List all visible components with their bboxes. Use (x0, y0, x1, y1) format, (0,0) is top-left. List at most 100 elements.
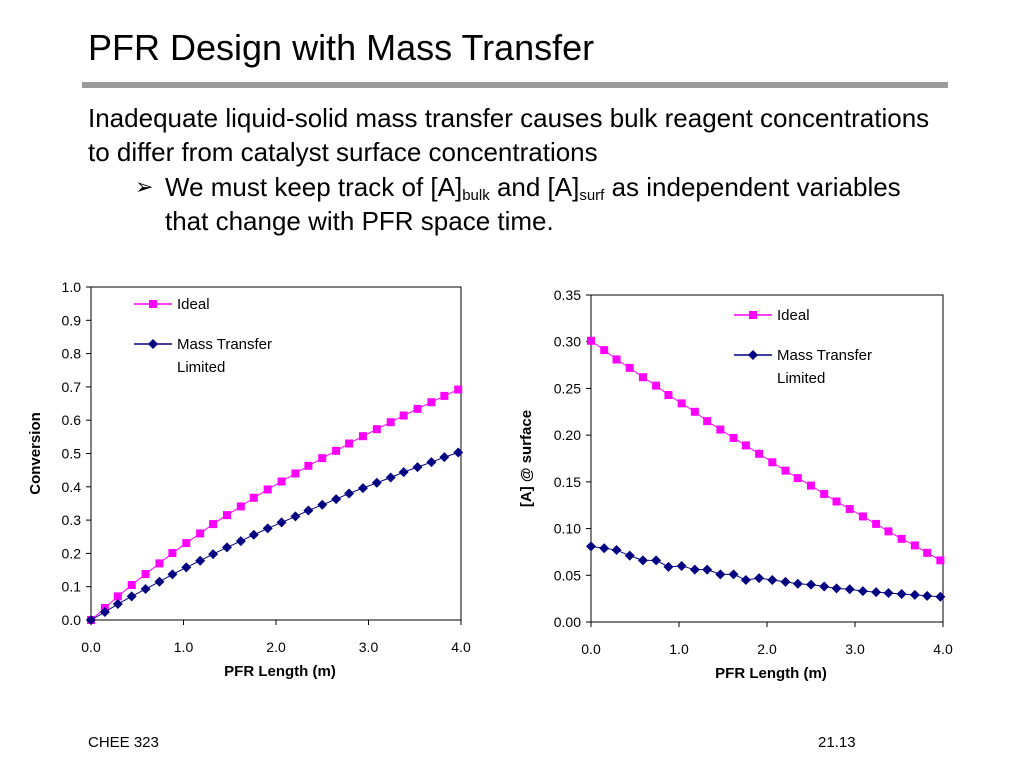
data-point-diamond (909, 589, 920, 600)
data-point-diamond (303, 505, 314, 516)
series-mass-transfer-limited (86, 447, 464, 625)
bullet-text: We must keep track of [A]bulk and [A]sur… (165, 170, 925, 238)
data-point-diamond (651, 555, 662, 566)
data-point-diamond (637, 555, 648, 566)
data-point-square (399, 411, 408, 420)
y-tick-label: 0.8 (62, 346, 82, 362)
data-point-square (729, 433, 738, 442)
data-point-square (612, 355, 621, 364)
data-point-square (127, 581, 136, 590)
data-point-square (358, 432, 367, 441)
data-point-square (291, 469, 300, 478)
bullet-text-part2: and [A] (489, 172, 580, 202)
legend-label-line: Limited (777, 370, 825, 387)
y-tick-label: 0.7 (62, 379, 82, 395)
data-point-diamond (140, 584, 151, 595)
data-point-diamond (676, 560, 687, 571)
x-tick-label: 3.0 (359, 639, 379, 655)
y-tick-label: 1.0 (62, 279, 82, 295)
data-point-diamond (439, 452, 450, 463)
y-tick-label: 0.0 (62, 612, 82, 628)
data-point-square (263, 485, 272, 494)
data-point-diamond (248, 529, 259, 540)
data-point-diamond (86, 615, 96, 625)
data-point-diamond (398, 467, 409, 478)
legend-label: Ideal (177, 296, 210, 313)
surf-subscript: surf (579, 187, 605, 204)
arrow-bullet-icon: ➢ (135, 174, 154, 199)
y-tick-label: 0.10 (554, 521, 581, 537)
data-point-square (440, 391, 449, 400)
data-point-square (716, 425, 725, 434)
data-point-square (897, 534, 906, 543)
legend-marker-diamond (748, 350, 758, 360)
data-point-square (222, 511, 231, 520)
data-point-square (677, 399, 686, 408)
data-point-diamond (857, 586, 868, 597)
data-point-diamond (154, 576, 165, 587)
data-point-square (910, 541, 919, 550)
data-point-diamond (715, 569, 726, 580)
x-tick-label: 1.0 (669, 641, 689, 657)
series-ideal (587, 336, 945, 565)
data-point-diamond (883, 588, 894, 599)
series-line (590, 340, 941, 561)
x-axis-label: PFR Length (m) (715, 665, 827, 682)
series-line (590, 545, 941, 598)
data-point-square (332, 446, 341, 455)
data-point-diamond (112, 599, 123, 610)
legend-label: Ideal (777, 307, 810, 324)
data-point-square (664, 390, 673, 399)
y-tick-label: 0.20 (554, 427, 581, 443)
y-axis-label: Conversion (27, 412, 44, 495)
data-point-diamond (806, 579, 816, 590)
data-point-diamond (586, 541, 596, 552)
data-point-square (768, 458, 777, 467)
data-point-square (923, 548, 932, 557)
chart-legend: Ideal Mass Transfer Limited (734, 307, 872, 387)
data-point-diamond (689, 564, 700, 575)
x-tick-label: 2.0 (757, 641, 777, 657)
data-point-diamond (780, 576, 791, 587)
y-tick-label: 0.15 (554, 474, 581, 490)
data-point-diamond (371, 477, 382, 488)
data-point-square (141, 570, 150, 579)
data-point-square (318, 454, 327, 463)
data-point-square (858, 512, 867, 521)
data-point-square (182, 539, 191, 548)
data-point-diamond (221, 542, 232, 553)
data-point-square (781, 466, 790, 475)
data-point-square (872, 519, 881, 528)
data-point-square (936, 556, 945, 565)
data-point-diamond (426, 457, 437, 468)
x-tick-label: 3.0 (845, 641, 865, 657)
data-point-square (832, 497, 841, 506)
y-axis-label: [A] @ surface (518, 410, 535, 507)
data-point-diamond (767, 574, 778, 585)
data-point-diamond (844, 584, 855, 595)
x-tick-label: 0.0 (81, 639, 101, 655)
data-point-square (884, 527, 893, 536)
y-tick-label: 0.4 (62, 479, 82, 495)
data-point-square (113, 592, 122, 601)
title-divider (82, 82, 948, 88)
bulk-subscript: bulk (462, 187, 490, 204)
data-point-diamond (331, 494, 342, 505)
intro-paragraph: Inadequate liquid-solid mass transfer ca… (88, 103, 930, 167)
x-tick-label: 4.0 (933, 641, 953, 657)
slide-number: 21.13 (818, 734, 856, 751)
data-point-square (625, 363, 634, 372)
data-point-diamond (235, 536, 246, 547)
chart-legend: Ideal Mass Transfer Limited (134, 296, 272, 376)
data-point-diamond (896, 588, 907, 599)
data-point-square (427, 398, 436, 407)
data-point-diamond (412, 462, 423, 473)
series-line (90, 452, 459, 621)
data-point-square (386, 418, 395, 427)
data-point-square (209, 520, 218, 529)
data-point-diamond (126, 591, 137, 602)
data-point-diamond (357, 483, 368, 494)
y-tick-label: 0.25 (554, 380, 581, 396)
data-point-square (755, 449, 764, 458)
